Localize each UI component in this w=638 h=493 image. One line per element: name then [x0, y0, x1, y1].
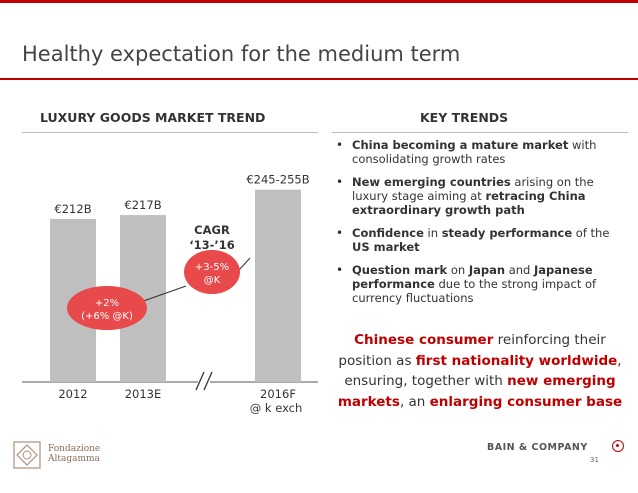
fondazione-seal-icon	[13, 441, 41, 469]
callout-text: , an	[399, 393, 430, 410]
callout-highlight: Chinese consumer	[354, 332, 494, 348]
bullet-text: in	[423, 226, 442, 240]
growth-annotation-subtext: @K	[204, 275, 221, 286]
bullet-text: due to the strong impact of currency flu…	[352, 277, 597, 305]
trend-bullet: China becoming a mature market with cons…	[336, 138, 626, 166]
bullet-text: of the	[572, 226, 610, 240]
callout-text: , ensuring, together with	[344, 352, 622, 390]
callout-text: reinforcing their position as	[338, 332, 606, 369]
title-divider	[0, 78, 638, 80]
axis-break-mark	[203, 371, 213, 391]
callout-highlight: first nationality worldwide	[415, 352, 618, 369]
chart-section-rule	[22, 132, 318, 133]
top-accent-bar	[0, 0, 638, 14]
footer-logo-line-1: Fondazione	[48, 444, 101, 454]
axis-break-gap	[198, 372, 210, 392]
page-number: 31	[590, 456, 599, 464]
bar-value-label: €212B	[54, 202, 91, 216]
bullet-bold-text: retracing China extraordinary growth pat…	[352, 189, 586, 217]
bullet-text: with consolidating growth rates	[352, 138, 597, 166]
bar-value-label: €217B	[124, 198, 161, 212]
bar-value-label: €245-255B	[246, 173, 309, 187]
growth-annotation-subtext: (+6% @K)	[81, 311, 133, 322]
cagr-label: CAGR	[194, 223, 230, 237]
callout-highlight: new emerging markets	[337, 373, 616, 410]
callout-highlight: enlarging consumer base	[429, 393, 623, 410]
trend-bullet: Confidence in steady performance of the …	[336, 226, 626, 254]
category-label: 2016F	[260, 387, 296, 401]
chart-section-heading: LUXURY GOODS MARKET TREND	[40, 110, 266, 125]
bullet-bold-text: Confidence	[352, 226, 424, 240]
slide-title: Healthy expectation for the medium term	[22, 42, 461, 66]
bullet-bold-text: US market	[352, 240, 420, 254]
bullet-bold-text: Japan	[468, 263, 506, 277]
bain-circle-icon	[612, 440, 624, 452]
axis-break-mark	[195, 371, 205, 391]
trends-section-rule	[332, 132, 628, 133]
top-red-line	[0, 0, 638, 3]
chinese-consumer-callout: Chinese consumer reinforcing their posit…	[332, 330, 628, 412]
growth-annotation-value: +3-5%	[195, 262, 229, 273]
footer-logo-line-2: Altagamma	[48, 454, 100, 464]
trend-bullet: New emerging countries arising on the lu…	[336, 175, 626, 217]
bullet-bold-text: Japanese performance	[352, 263, 593, 291]
category-label: 2013E	[125, 387, 162, 401]
growth-annotation-bubble	[184, 250, 240, 294]
trends-section-heading: KEY TRENDS	[420, 110, 509, 125]
bar-2016F	[255, 189, 301, 382]
fondazione-altagamma-logo: Fondazione Altagamma	[12, 440, 122, 470]
cagr-period-label: ‘13-’16	[189, 238, 235, 252]
market-trend-chart: €212B 2012 €217B 2013E €245-255B 2016F@ k exc…	[22, 173, 318, 415]
bullet-text: arising on the luxury stage aiming at	[352, 175, 594, 203]
bullet-bold-text: steady performance	[441, 226, 573, 240]
bain-company-logo: BAIN & COMPANY	[487, 442, 588, 453]
growth-annotation-bubble	[67, 286, 147, 330]
bullet-bold-text: Question mark	[352, 263, 448, 277]
category-label: 2012	[58, 387, 87, 401]
bullet-bold-text: New emerging countries	[352, 175, 511, 189]
category-sublabel: @ k exch	[250, 401, 303, 415]
trend-bullet: Question mark on Japan and Japanese perf…	[336, 263, 626, 305]
bullet-bold-text: China becoming a mature market	[352, 138, 569, 152]
growth-annotation-value: +2%	[95, 298, 119, 309]
bullet-text: and	[505, 263, 535, 277]
bullet-text: on	[447, 263, 469, 277]
key-trends-list: China becoming a mature market with cons…	[336, 138, 626, 314]
